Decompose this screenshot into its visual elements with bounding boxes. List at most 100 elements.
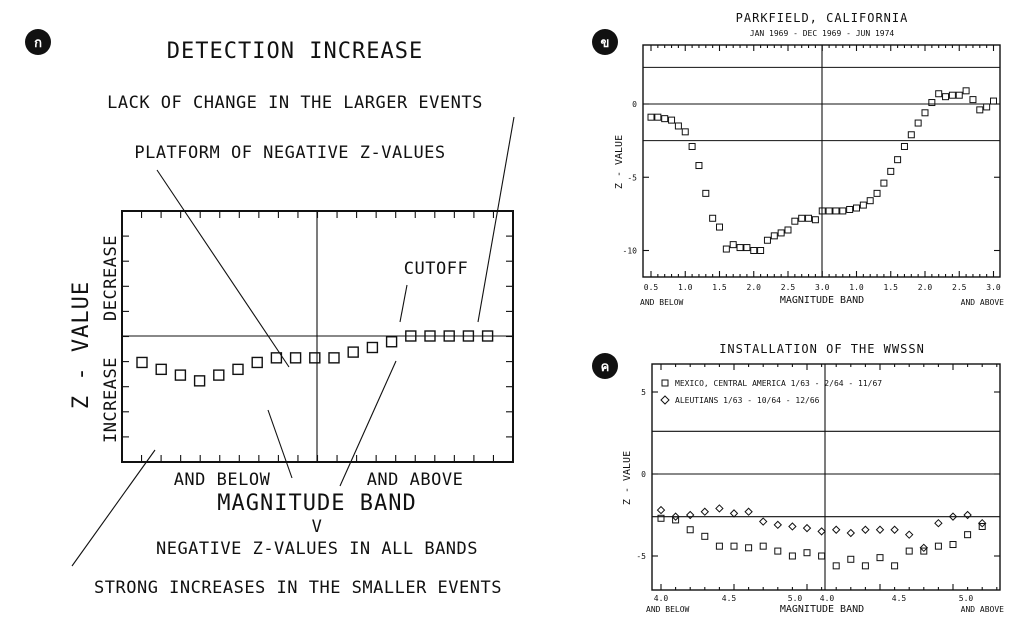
pointer-platform-low	[267, 409, 293, 479]
panel-b-subtitle: JAN 1969 - DEC 1969 - JUN 1974	[750, 29, 895, 38]
panel-b-point	[654, 113, 662, 121]
panel-c-point-mexico	[891, 562, 899, 570]
panel-b-point	[990, 97, 997, 105]
panel-b-xtick-label: 1.0	[678, 283, 693, 292]
panel-a-point	[462, 330, 475, 342]
panel-b-point	[928, 99, 936, 107]
panel-b-ytick-label: 0	[632, 100, 637, 109]
panel-b-point	[647, 113, 655, 121]
panel-a-title: DETECTION INCREASE	[167, 39, 423, 64]
panel-a-point	[443, 330, 455, 342]
panel-b-point	[668, 116, 676, 124]
panel-c-point-mexico	[672, 516, 680, 524]
panel-a-point	[424, 330, 436, 342]
pointer-negative-all	[339, 360, 397, 487]
panel-a-ticks	[121, 211, 514, 462]
legend-diamond-marker	[660, 395, 670, 405]
panel-c-point-mexico	[920, 547, 928, 555]
panel-b-point	[777, 229, 785, 237]
annotation-negative-all-bands: NEGATIVE Z-VALUES IN ALL BANDS	[156, 539, 478, 559]
panel-c-point-aleutians	[656, 505, 666, 515]
panel-c-point-mexico	[803, 549, 811, 557]
panel-a-point	[309, 352, 321, 364]
panel-c-point-mexico	[876, 554, 884, 562]
panel-a-point	[193, 375, 206, 387]
panel-b-badge	[592, 29, 618, 55]
panel-c-point-aleutians	[875, 525, 885, 534]
panel-c-point-mexico	[861, 562, 869, 570]
panel-c-point-aleutians	[671, 512, 680, 521]
panel-a-point	[174, 369, 187, 381]
panel-c-point-mexico	[905, 547, 913, 555]
panel-a-points	[136, 330, 494, 387]
panel-b-point	[750, 247, 758, 254]
panel-b-point	[702, 189, 710, 197]
panel-b-point	[805, 214, 813, 222]
panel-c-point-mexico	[788, 552, 796, 560]
panel-b-point	[894, 156, 902, 164]
panel-c-point-mexico	[847, 555, 855, 563]
panel-c-point-aleutians	[817, 527, 826, 536]
panel-b-point	[729, 241, 737, 249]
panel-b-point	[818, 207, 826, 215]
panel-b-xtick-label: 2.5	[952, 283, 967, 292]
panel-b-point	[681, 128, 689, 136]
panel-c-gridlines	[652, 364, 1000, 590]
panel-b-point	[722, 245, 730, 253]
panel-a-point	[481, 330, 494, 342]
panel-c-and-below: AND BELOW	[646, 605, 690, 614]
panel-b: ข PARKFIELD, CALIFORNIA JAN 1969 - DEC 1…	[592, 11, 1004, 307]
panel-c-badge	[592, 353, 618, 379]
panel-c-ticks: 5 0 -5 4.0 4.5 5.0 4.0 4.5 5.0	[636, 364, 1000, 603]
panel-c-point-aleutians	[934, 518, 943, 528]
panel-a-point	[213, 369, 225, 381]
panel-b-point	[695, 162, 703, 170]
panel-c-point-aleutians	[861, 525, 870, 534]
panel-c-point-mexico	[978, 522, 986, 530]
panel-b-point	[887, 167, 895, 175]
annotation-smaller-events: STRONG INCREASES IN THE SMALLER EVENTS	[94, 578, 502, 598]
panel-b-point	[674, 122, 682, 130]
panel-a-and-above: AND ABOVE	[367, 470, 464, 490]
panel-b-point	[935, 90, 943, 98]
panel-b-point	[832, 207, 840, 215]
panel-a-and-below: AND BELOW	[174, 470, 271, 490]
panel-b-xlabel: MAGNITUDE BAND	[780, 295, 864, 306]
panel-c-point-aleutians	[831, 525, 841, 534]
panel-b-point	[907, 131, 915, 139]
panel-b-point	[880, 179, 888, 187]
panel-b-point	[791, 217, 799, 225]
annotation-larger-events: LACK OF CHANGE IN THE LARGER EVENTS	[107, 93, 483, 113]
panel-b-xtick-label: 1.0	[849, 283, 864, 292]
panel-b-point	[955, 91, 963, 99]
panel-c-and-above: AND ABOVE	[961, 605, 1005, 614]
panel-b-point	[825, 207, 833, 215]
panel-b-point	[839, 207, 847, 215]
panel-b-xtick-label: 3.0	[986, 283, 1001, 292]
panel-b-xtick-label: 1.5	[884, 283, 899, 292]
panel-c-point-aleutians	[802, 523, 812, 533]
panel-b-label: ข	[601, 36, 610, 51]
panel-c-xtick-label: 5.0	[788, 594, 803, 603]
panel-b-point	[900, 142, 908, 150]
panel-c: ค INSTALLATION OF THE WWSSN 5 0 -5 4.0 4.5 5.…	[592, 342, 1004, 615]
panel-c-ytick-label: 0	[641, 470, 646, 479]
panel-b-and-above: AND ABOVE	[961, 298, 1005, 307]
panel-b-xtick-label: 1.5	[712, 283, 727, 292]
panel-c-ytick-label: 5	[641, 388, 646, 397]
panel-c-point-aleutians	[904, 530, 914, 539]
cutoff-pointer	[399, 284, 408, 323]
panel-b-point	[873, 189, 881, 197]
panel-b-point	[859, 201, 867, 209]
panel-b-xtick-label: 2.0	[747, 283, 762, 292]
panel-b-point	[921, 109, 929, 117]
panel-c-point-mexico	[745, 544, 753, 552]
panel-b-point	[853, 204, 860, 212]
panel-c-point-aleutians	[977, 518, 987, 528]
panel-b-point	[942, 93, 950, 101]
panel-c-point-aleutians	[715, 504, 724, 513]
panel-b-point	[763, 236, 771, 244]
panel-c-point-mexico	[934, 542, 942, 550]
panel-b-point	[661, 115, 669, 123]
panel-c-xtick-label: 4.5	[892, 594, 907, 603]
